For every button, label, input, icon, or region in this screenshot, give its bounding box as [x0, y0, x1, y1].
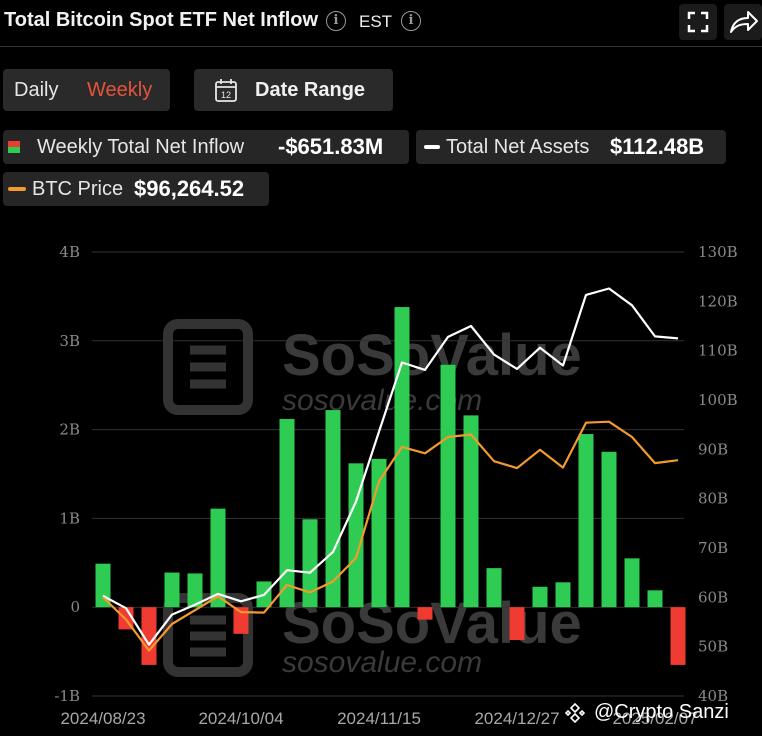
inflow-bar — [279, 418, 295, 608]
y-tick-label-left: 1B — [59, 509, 80, 527]
y-tick-label-left: 0 — [70, 598, 80, 616]
timezone-label: EST — [359, 12, 393, 31]
tab-weekly[interactable]: Weekly — [87, 79, 153, 101]
info-icon[interactable]: i — [401, 11, 421, 31]
net-assets-value: $112.48B — [610, 134, 705, 159]
price-legend-icon — [8, 187, 26, 191]
inflow-bar — [187, 573, 203, 608]
inflow-bar — [647, 590, 663, 608]
inflow-bar — [394, 307, 410, 608]
net-inflow-label: Weekly Total Net Inflow — [37, 136, 245, 158]
inflow-bar — [670, 607, 686, 665]
btc-price-label: BTC Price — [32, 178, 124, 200]
btc-price-value: $96,264.52 — [134, 176, 245, 201]
x-tick-label: 2025/02/07 — [612, 709, 697, 728]
credit-label: @Crypto Sanzi — [564, 701, 729, 724]
assets-line — [102, 287, 679, 646]
inflow-bar — [348, 463, 364, 608]
inflow-bar — [601, 451, 617, 608]
calendar-icon: 12 — [215, 79, 237, 102]
y-tick-label-right: 100B — [698, 391, 738, 409]
btc-price-summary: BTC Price $96,264.52 — [3, 172, 269, 206]
y-tick-label-right: 80B — [698, 490, 728, 508]
watermark-site: sosovalue.com — [282, 646, 482, 679]
header: Total Bitcoin Spot ETF Net Inflow i EST … — [0, 0, 762, 46]
inflow-bar — [440, 364, 456, 608]
inflow-bar — [210, 508, 226, 608]
y-tick-label-right: 40B — [698, 687, 728, 705]
net-assets-label: Total Net Assets — [446, 136, 590, 158]
net-assets-summary: Total Net Assets $112.48B — [416, 130, 726, 164]
y-tick-label-right: 70B — [698, 539, 728, 557]
inflow-bar — [95, 563, 111, 608]
y-tick-label-right: 60B — [698, 588, 728, 606]
price-line — [102, 420, 679, 652]
watermark-brand: SoSoValue — [282, 323, 582, 388]
x-tick-label: 2024/12/27 — [474, 709, 559, 728]
calendar-day: 12 — [221, 90, 231, 100]
x-tick-label: 2024/10/04 — [198, 709, 283, 728]
date-range-label: Date Range — [255, 79, 366, 101]
share-button[interactable] — [724, 4, 762, 40]
tab-daily[interactable]: Daily — [14, 79, 59, 101]
y-tick-label-left: 2B — [59, 421, 80, 439]
y-tick-label-right: 50B — [698, 638, 728, 656]
y-tick-label-left: -1B — [54, 687, 80, 705]
info-icon[interactable]: i — [326, 11, 346, 31]
page-title: Total Bitcoin Spot ETF Net Inflow — [4, 9, 319, 31]
net-inflow-value: -$651.83M — [278, 134, 384, 159]
inflow-bar — [417, 607, 433, 620]
fullscreen-button[interactable] — [679, 4, 717, 40]
inflow-bar — [624, 558, 640, 608]
y-tick-label-right: 110B — [698, 342, 738, 360]
inflow-bar — [509, 607, 525, 641]
share-icon — [730, 11, 758, 33]
inflow-bar — [141, 607, 157, 665]
credit-text: @Crypto Sanzi — [594, 701, 729, 723]
inflow-bar — [486, 568, 502, 608]
inflow-bar — [578, 434, 594, 608]
fullscreen-icon — [687, 11, 709, 33]
y-tick-label-left: 4B — [59, 243, 80, 261]
inflow-bar — [532, 586, 548, 608]
y-tick-label-right: 130B — [698, 243, 738, 261]
x-tick-label: 2024/11/15 — [337, 709, 421, 728]
inflow-bar — [233, 607, 249, 634]
x-tick-label: 2024/08/23 — [60, 709, 145, 728]
header-divider — [0, 46, 762, 47]
net-inflow-summary: Weekly Total Net Inflow -$651.83M — [3, 130, 409, 164]
inflow-bar — [302, 519, 318, 608]
y-tick-label-right: 90B — [698, 440, 728, 458]
binance-icon — [564, 702, 586, 724]
y-tick-label-left: 3B — [59, 332, 80, 350]
y-tick-label-right: 120B — [698, 292, 738, 310]
assets-legend-icon — [424, 145, 440, 149]
period-tabs: Daily Weekly — [3, 69, 170, 111]
inflow-bar — [164, 572, 180, 608]
inflow-bar — [325, 410, 341, 608]
date-range-button[interactable]: 12 Date Range — [194, 69, 393, 111]
sosovalue-logo-icon — [163, 319, 253, 415]
inflow-legend-icon — [8, 141, 20, 153]
inflow-bar — [463, 415, 479, 608]
inflow-bar — [555, 582, 571, 608]
